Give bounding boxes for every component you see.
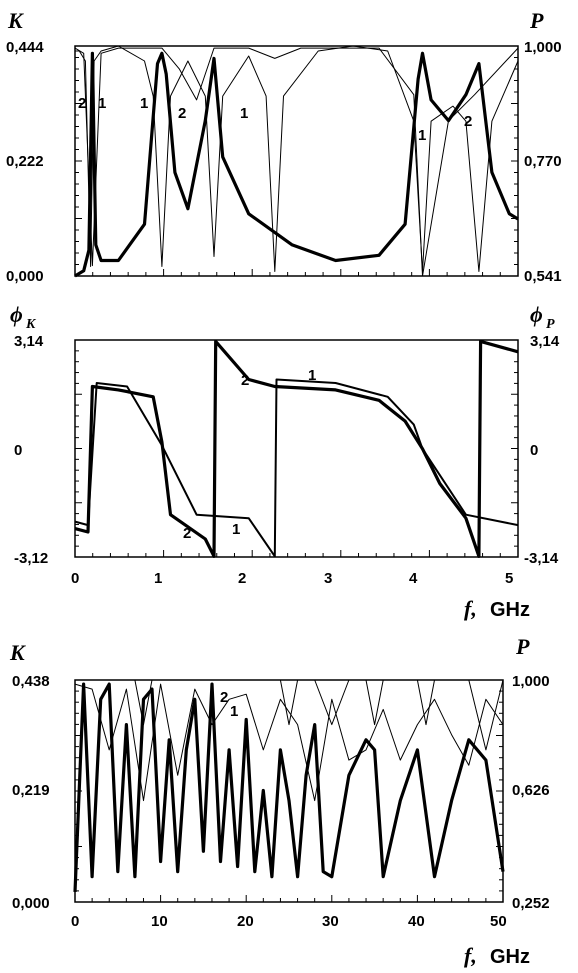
series-line-top-2 — [74, 47, 519, 277]
y-tick-right-middle-2: -3,14 — [524, 550, 559, 567]
curve-label-top-5: 1 — [418, 127, 426, 144]
x-axis-unit-middle: GHz — [490, 599, 530, 621]
x-axis-title-bottom: f, — [464, 943, 477, 968]
y-tick-right-middle-1: 0 — [530, 442, 538, 459]
series-group-bottom — [73, 679, 505, 892]
y-tick-left-top-2: 0,000 — [6, 268, 44, 285]
series-group-top — [74, 45, 519, 278]
y-axis-title-right-bottom: P — [515, 634, 530, 659]
y-axis-title-left-middle-sub: K — [25, 317, 37, 332]
plot-frame-middle — [74, 339, 519, 558]
x-tick-middle-3: 3 — [324, 570, 332, 587]
series-line-bottom-2 — [74, 683, 504, 802]
series-group-middle — [74, 339, 519, 558]
x-tick-bottom-5: 50 — [490, 913, 507, 930]
y-tick-right-middle-0: 3,14 — [530, 333, 560, 350]
panel-top: K P 0,444 0,222 0,000 1,000 0,770 0,541 … — [6, 8, 562, 285]
y-axis-title-left-bottom: K — [9, 640, 26, 665]
series-line-top-1 — [75, 45, 519, 272]
y-tick-left-bottom-0: 0,438 — [12, 673, 50, 690]
curve-label-top-2: 1 — [140, 95, 148, 112]
y-tick-left-middle-1: 0 — [14, 442, 22, 459]
curve-label-top-4: 1 — [240, 105, 248, 122]
x-tick-middle-5: 5 — [505, 570, 513, 587]
y-axis-title-left-middle: ϕ — [10, 302, 23, 327]
x-tick-middle-1: 1 — [154, 570, 162, 587]
curve-label-top-3: 2 — [178, 105, 186, 122]
y-axis-title-right-top: P — [529, 8, 544, 33]
x-tick-bottom-3: 30 — [322, 913, 339, 930]
y-tick-left-top-1: 0,222 — [6, 153, 44, 170]
curve-label-middle-3: 1 — [232, 521, 240, 538]
curve-label-middle-2: 2 — [183, 525, 191, 542]
panel-bottom: K P 0,438 0,219 0,000 1,000 0,626 0,252 … — [9, 634, 550, 968]
curve-label-bottom-0: 2 — [220, 689, 228, 706]
panel-middle: ϕ K ϕ P 3,14 0 -3,12 3,14 0 -3,14 0 1 2 … — [10, 302, 560, 621]
curve-label-top-6: 2 — [464, 113, 472, 130]
tick-marks-top — [75, 57, 518, 276]
curve-label-top-0: 1 — [98, 95, 106, 112]
x-tick-middle-0: 0 — [71, 570, 79, 587]
y-tick-right-top-0: 1,000 — [524, 39, 562, 56]
y-tick-left-bottom-2: 0,000 — [12, 895, 50, 912]
y-tick-left-middle-2: -3,12 — [14, 550, 48, 567]
x-tick-bottom-2: 20 — [237, 913, 254, 930]
y-tick-left-top-0: 0,444 — [6, 39, 44, 56]
series-line-bottom-0 — [73, 682, 505, 892]
curve-label-middle-1: 1 — [308, 367, 316, 384]
curve-label-middle-0: 2 — [241, 372, 249, 389]
x-tick-bottom-4: 40 — [408, 913, 425, 930]
plot-frame-top — [74, 45, 519, 277]
x-tick-middle-2: 2 — [238, 570, 246, 587]
y-tick-left-bottom-1: 0,219 — [12, 782, 50, 799]
x-axis-unit-bottom: GHz — [490, 946, 530, 968]
series-line-bottom-1 — [75, 679, 504, 751]
curve-label-top-1: 2 — [78, 95, 86, 112]
series-line-top-0 — [74, 51, 519, 278]
y-tick-right-bottom-2: 0,252 — [512, 895, 550, 912]
y-tick-right-top-1: 0,770 — [524, 153, 562, 170]
x-tick-bottom-1: 10 — [151, 913, 168, 930]
curve-label-bottom-1: 1 — [230, 703, 238, 720]
x-tick-bottom-0: 0 — [71, 913, 79, 930]
series-line-middle-1 — [74, 378, 519, 558]
y-tick-right-bottom-1: 0,626 — [512, 782, 550, 799]
y-tick-right-bottom-0: 1,000 — [512, 673, 550, 690]
y-axis-title-left-top: K — [7, 8, 24, 33]
y-axis-title-right-middle-sub: P — [546, 317, 555, 332]
y-tick-left-middle-0: 3,14 — [14, 333, 44, 350]
y-tick-right-top-2: 0,541 — [524, 268, 562, 285]
y-axis-title-right-middle: ϕ — [530, 302, 543, 327]
series-line-middle-0 — [74, 339, 519, 558]
x-axis-title-middle: f, — [464, 596, 477, 621]
tick-marks-middle — [75, 350, 518, 557]
x-tick-middle-4: 4 — [409, 570, 418, 587]
